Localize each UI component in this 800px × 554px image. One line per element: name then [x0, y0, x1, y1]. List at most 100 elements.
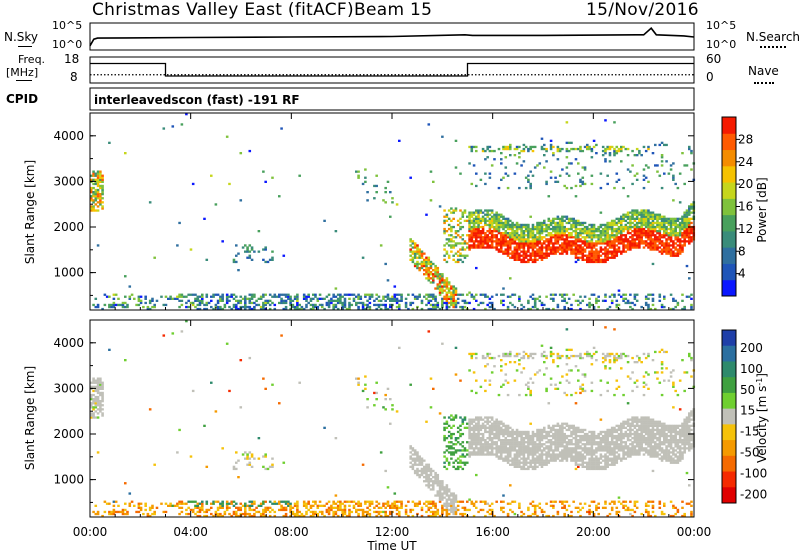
velocity-cell — [235, 510, 238, 514]
velocity-cell — [108, 348, 111, 351]
power-cell — [379, 307, 383, 311]
power-cell — [658, 236, 662, 239]
power-cell — [515, 252, 519, 255]
power-cell — [153, 305, 156, 309]
power-cell — [506, 145, 510, 149]
power-cell — [640, 242, 643, 245]
power-cell — [577, 246, 580, 249]
velocity-cell — [543, 354, 546, 358]
power-cell — [225, 299, 229, 302]
velocity-cell — [493, 426, 496, 429]
velocity-cell — [524, 445, 528, 448]
velocity-cell — [425, 471, 428, 475]
power-cell — [608, 234, 612, 237]
power-cell — [370, 293, 374, 296]
power-cell — [436, 305, 440, 309]
power-cell — [235, 299, 238, 302]
power-cell — [527, 307, 530, 311]
velocity-cell — [509, 451, 512, 454]
power-cell — [669, 254, 673, 257]
power-cell — [583, 242, 587, 245]
velocity-cell — [273, 502, 277, 505]
power-cell — [554, 234, 557, 237]
velocity-cell — [463, 506, 467, 509]
velocity-cell — [352, 500, 356, 503]
power-cell — [364, 176, 367, 179]
power-cell — [563, 234, 566, 237]
velocity-cell — [547, 461, 551, 464]
power-cell — [99, 178, 102, 181]
power-cell — [477, 242, 480, 245]
power-cell — [447, 238, 451, 241]
velocity-cell — [99, 383, 102, 386]
power-cell — [99, 176, 102, 179]
power-cell — [615, 234, 619, 237]
power-cell — [597, 242, 600, 245]
velocity-cell — [452, 424, 455, 427]
power-cell — [592, 256, 596, 259]
power-cell — [556, 227, 560, 231]
power-cell — [395, 293, 399, 296]
power-cell — [522, 246, 526, 249]
power-cell — [454, 287, 458, 290]
power-cell — [676, 186, 680, 190]
power-cell — [506, 221, 510, 225]
power-cell — [644, 301, 648, 305]
velocity-cell — [262, 510, 265, 514]
velocity-cell — [513, 379, 517, 382]
velocity-cell — [556, 356, 560, 360]
power-cell — [538, 242, 542, 245]
power-cell — [626, 168, 630, 171]
power-cell — [271, 256, 274, 259]
power-cell — [674, 234, 677, 237]
power-cell — [253, 307, 256, 311]
power-cell — [228, 182, 231, 186]
velocity-cell — [540, 461, 544, 464]
velocity-cell — [500, 441, 503, 444]
power-cell — [545, 246, 548, 249]
velocity-cell — [432, 482, 435, 485]
velocity-cell — [556, 432, 560, 436]
velocity-cell — [527, 457, 530, 460]
power-cell — [592, 246, 596, 249]
power-cell — [443, 219, 446, 222]
velocity-cell — [552, 506, 555, 509]
power-cell — [538, 234, 542, 237]
power-cell — [545, 295, 548, 298]
power-cell — [610, 221, 614, 225]
power-cell — [676, 225, 680, 229]
power-cell — [452, 287, 455, 290]
velocity-cell — [481, 418, 485, 421]
power-cell — [588, 246, 591, 249]
power-cell — [647, 297, 650, 300]
power-cell — [581, 250, 585, 253]
power-cell — [672, 252, 675, 255]
power-cell — [565, 250, 569, 253]
velocity-cell — [434, 482, 437, 485]
power-cell — [635, 234, 639, 237]
power-cell — [626, 299, 630, 302]
velocity-cell — [427, 476, 431, 479]
velocity-cell — [413, 457, 417, 460]
power-cell — [599, 186, 603, 190]
power-cell — [563, 219, 566, 222]
velocity-cell — [475, 451, 478, 454]
velocity-cell — [549, 504, 553, 507]
power-cell — [278, 295, 281, 298]
power-cell — [581, 248, 585, 251]
velocity-cell — [438, 494, 442, 497]
power-cell — [626, 217, 630, 220]
power-cell — [574, 236, 578, 239]
velocity-cell — [524, 432, 528, 436]
velocity-cell — [481, 426, 485, 429]
power-cell — [626, 242, 630, 245]
power-cell — [198, 307, 202, 311]
velocity-cell — [219, 502, 222, 505]
power-cell — [567, 236, 571, 239]
power-cell — [556, 240, 560, 243]
power-cell — [601, 149, 605, 153]
power-cell — [466, 254, 469, 257]
power-cell — [678, 201, 682, 204]
velocity-cell — [552, 359, 555, 362]
velocity-cell — [475, 447, 478, 450]
